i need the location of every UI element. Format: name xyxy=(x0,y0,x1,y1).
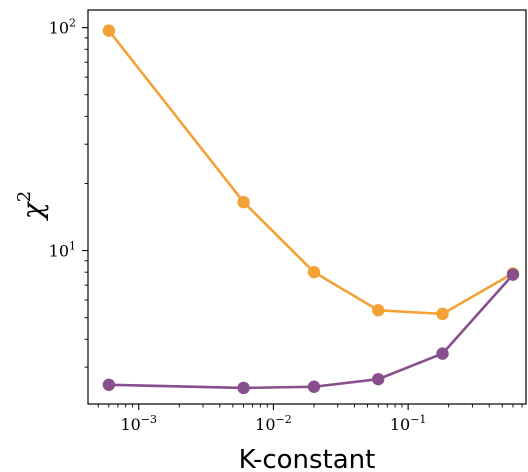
y-axis-label-exponent: 2 xyxy=(14,191,35,202)
x-tick-label: 10−1 xyxy=(390,413,427,434)
x-tick-label: 10−2 xyxy=(255,413,292,434)
plot-frame xyxy=(87,9,527,405)
x-tick-label: 10−3 xyxy=(120,413,157,434)
data-point xyxy=(436,347,449,360)
data-point xyxy=(307,380,321,393)
data-point xyxy=(506,268,520,281)
y-axis-label-base: χ xyxy=(16,200,49,221)
data-point xyxy=(307,265,321,279)
series-line xyxy=(107,29,515,316)
ticks-layer: 10−3 10−2 10−1 101 102 xyxy=(49,17,523,434)
series-1 xyxy=(102,24,520,321)
data-point xyxy=(436,307,449,321)
y-axis-label: χ2 xyxy=(14,191,49,221)
data-point xyxy=(237,195,250,209)
data-point xyxy=(102,378,116,391)
data-point xyxy=(372,372,385,386)
series-layer xyxy=(102,24,520,395)
data-point xyxy=(237,381,250,395)
x-axis-label: K-constant xyxy=(239,445,376,472)
y-tick-label: 102 xyxy=(49,17,76,38)
y-tick-label: 101 xyxy=(49,240,76,261)
data-point xyxy=(372,304,385,317)
data-point xyxy=(102,24,116,37)
series-2 xyxy=(102,268,520,395)
plot-area xyxy=(87,9,527,405)
series-line xyxy=(107,273,515,390)
